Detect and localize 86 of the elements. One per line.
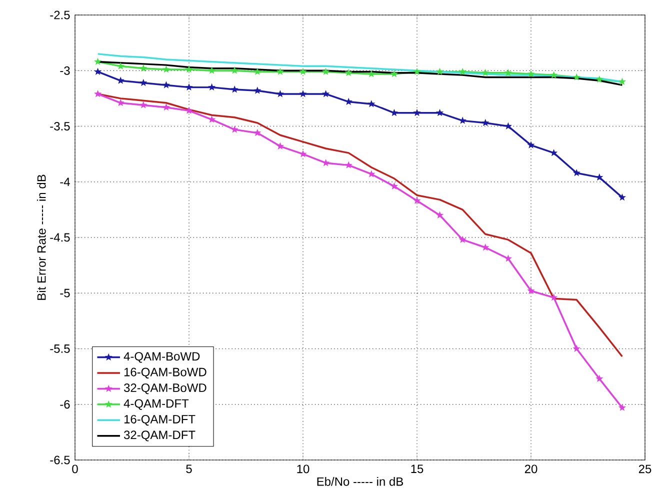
point: [550, 71, 558, 78]
y-axis-title: Bit Error Rate ----- in dB: [36, 174, 46, 300]
point: [527, 70, 535, 78]
point: [140, 78, 148, 86]
point: [94, 68, 102, 75]
point: [344, 161, 352, 168]
y-tick-label: -6: [60, 400, 70, 409]
point: [436, 108, 444, 116]
point: [276, 90, 284, 98]
point: [482, 118, 490, 126]
point: [185, 106, 193, 114]
point: [208, 116, 216, 123]
point: [162, 66, 170, 73]
point: [482, 68, 490, 76]
point: [596, 76, 604, 83]
point: [390, 182, 398, 190]
point: [185, 66, 193, 73]
point: [458, 236, 466, 243]
point: [413, 68, 421, 75]
x-tick-label: 15: [411, 464, 424, 474]
point: [254, 86, 262, 94]
point: [596, 173, 604, 181]
y-tick-label: -6.5: [50, 456, 70, 464]
point: [185, 83, 193, 91]
point: [299, 90, 307, 98]
point: [572, 168, 580, 176]
point: [208, 83, 216, 91]
legend-label: 4-QAM-BoWD: [124, 352, 200, 363]
point: [230, 86, 238, 93]
point: [94, 58, 102, 65]
point: [140, 64, 148, 72]
point: [527, 286, 535, 294]
legend-label: 4-QAM-DFT: [124, 399, 189, 410]
y-tick-label: -2.5: [50, 10, 70, 20]
point: [230, 66, 238, 74]
point: [254, 128, 262, 136]
y-tick-label: -4: [60, 178, 70, 186]
point: [527, 141, 535, 148]
point: [596, 374, 604, 382]
x-tick-label: 5: [186, 464, 192, 474]
y-tick-label: -4.5: [50, 233, 70, 242]
point: [322, 90, 330, 98]
y-tick-label: -3.5: [50, 122, 70, 130]
point: [413, 108, 421, 116]
legend-label: 32-QAM-DFT: [124, 430, 196, 442]
point: [140, 101, 148, 108]
point: [322, 68, 330, 75]
point: [458, 68, 466, 75]
point: [368, 100, 376, 108]
point: [94, 90, 102, 98]
point: [504, 122, 512, 130]
point: [254, 68, 262, 75]
point: [572, 73, 580, 81]
point: [276, 68, 284, 75]
point: [504, 254, 512, 262]
point: [390, 70, 398, 78]
x-tick-label: 10: [297, 464, 310, 474]
point: [436, 68, 444, 75]
legend-label: 16-QAM-BoWD: [124, 368, 206, 378]
point: [413, 196, 421, 204]
y-tick-label: -5: [60, 288, 70, 298]
legend-label: 32-QAM-BoWD: [124, 384, 206, 394]
point: [162, 81, 170, 88]
point: [116, 62, 124, 70]
legend-label: 16-QAM-DFT: [124, 414, 196, 426]
x-tick-label: 25: [638, 464, 652, 474]
point: [208, 66, 216, 74]
point: [322, 158, 330, 166]
point: [618, 193, 626, 201]
point: [618, 78, 626, 85]
point: [162, 103, 170, 111]
point: [436, 211, 444, 218]
point: [344, 68, 352, 76]
point: [276, 142, 284, 150]
x-tick-label: 20: [524, 464, 538, 474]
point: [618, 404, 626, 411]
x-tick-label: 0: [72, 464, 78, 474]
point: [368, 170, 376, 178]
point: [572, 344, 580, 352]
point: [299, 68, 307, 75]
point: [230, 126, 238, 133]
y-tick-label: -3: [60, 66, 70, 75]
y-tick-label: -5.5: [50, 344, 70, 353]
point: [504, 68, 512, 76]
x-axis-title: Eb/No ----- in dB: [317, 477, 404, 486]
point: [368, 70, 376, 78]
